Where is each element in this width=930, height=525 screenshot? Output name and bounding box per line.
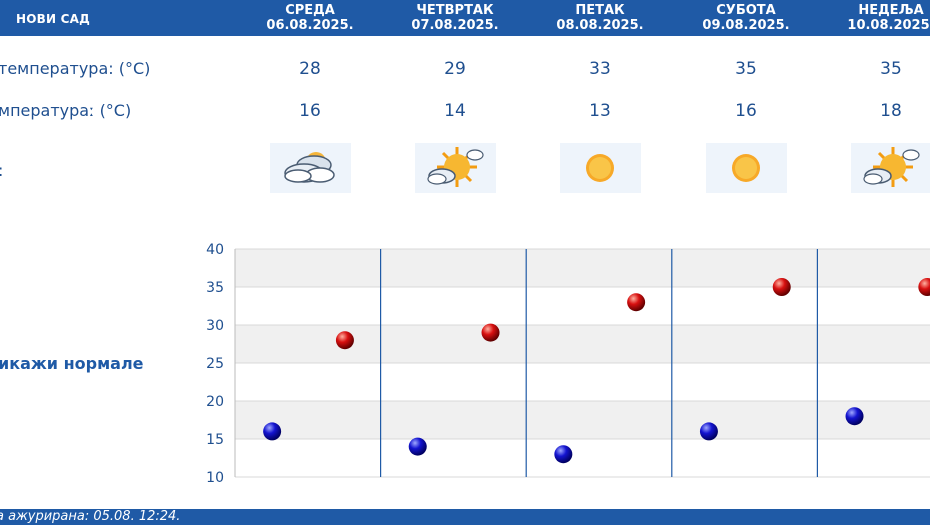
min-temp-point	[408, 437, 427, 456]
max-temp-value: 35	[735, 59, 757, 79]
max-temp-point	[481, 323, 500, 342]
min-temp-value: 16	[735, 101, 757, 121]
day-name: СРЕДА	[285, 3, 335, 18]
day-header-5: НЕДЕЉА 10.08.2025.	[816, 3, 930, 33]
max-temp-value: 35	[880, 59, 902, 79]
day-date: 07.08.2025.	[411, 18, 499, 33]
day-header-4: СУБОТА 09.08.2025.	[671, 3, 821, 33]
day-header-1: СРЕДА 06.08.2025.	[235, 3, 385, 33]
mostly-sunny-icon	[415, 143, 496, 193]
forecast-header: НОВИ САД СРЕДА 06.08.2025. ЧЕТВРТАК 07.0…	[0, 0, 930, 36]
min-temp-point	[554, 445, 573, 464]
sunny-icon	[706, 143, 787, 193]
day-date: 10.08.2025.	[847, 18, 930, 33]
min-temp-value: 13	[589, 101, 611, 121]
min-temp-point	[263, 422, 282, 441]
y-tick-label: 30	[206, 318, 224, 334]
min-temp-value: 14	[444, 101, 466, 121]
day-name: ЧЕТВРТАК	[416, 3, 494, 18]
city-name: НОВИ САД	[16, 12, 90, 26]
max-temp-point	[918, 278, 930, 296]
y-tick-label: 25	[206, 356, 224, 372]
max-temp-value: 29	[444, 59, 466, 79]
day-name: ПЕТАК	[575, 3, 625, 18]
min-temp-point	[845, 407, 864, 426]
y-tick-label: 15	[206, 432, 224, 448]
sunny-icon	[560, 143, 641, 193]
y-tick-label: 35	[206, 280, 224, 296]
max-temp-value: 33	[589, 59, 611, 79]
mostly-sunny-icon	[851, 143, 930, 193]
min-temp-value: 18	[880, 101, 902, 121]
max-temp-label: температура: (°C)	[0, 59, 151, 78]
max-temp-point	[335, 331, 354, 350]
day-header-2: ЧЕТВРТАК 07.08.2025.	[380, 3, 530, 33]
day-header-3: ПЕТАК 08.08.2025.	[525, 3, 675, 33]
min-temp-value: 16	[299, 101, 321, 121]
grid-band	[235, 401, 930, 439]
min-temp-label: мператураː (°C)	[0, 101, 132, 120]
day-date: 06.08.2025.	[266, 18, 354, 33]
day-date: 09.08.2025.	[702, 18, 790, 33]
y-tick-label: 20	[206, 394, 224, 410]
grid-band	[235, 249, 930, 287]
day-name: СУБОТА	[716, 3, 776, 18]
y-tick-label: 40	[206, 242, 224, 258]
day-date: 08.08.2025.	[556, 18, 644, 33]
temperature-chart: 10 15 20 25 30 35 40	[206, 242, 930, 486]
weather-label: :	[0, 161, 3, 180]
show-normals-link[interactable]: икажи нормале	[0, 354, 144, 373]
partly-cloudy-icon	[270, 143, 351, 193]
max-temp-point	[627, 293, 646, 312]
max-temp-value: 28	[299, 59, 321, 79]
updated-footer: а ажурирана: 05.08. 12:24.	[0, 509, 930, 525]
max-temp-point	[772, 278, 791, 296]
updated-text: а ажурирана: 05.08. 12:24.	[0, 509, 181, 524]
y-tick-label: 10	[206, 470, 224, 486]
day-name: НЕДЕЉА	[858, 3, 924, 18]
min-temp-point	[699, 422, 718, 441]
